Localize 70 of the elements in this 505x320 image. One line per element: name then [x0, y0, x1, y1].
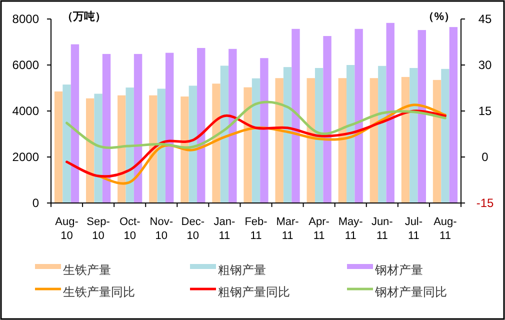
- bar: [323, 36, 332, 203]
- y2-axis-title: （%）: [423, 11, 455, 23]
- legend-label: 钢材产量: [374, 263, 423, 277]
- y-tick-label: 8000: [12, 12, 40, 26]
- bar: [62, 84, 71, 203]
- bar: [378, 66, 386, 203]
- bar: [244, 87, 252, 203]
- bar: [354, 28, 363, 203]
- bar: [180, 96, 189, 203]
- bar: [102, 54, 111, 203]
- bar: [94, 94, 102, 203]
- x-tick-label: Apr-11: [308, 216, 330, 242]
- x-tick-label: Feb-11: [244, 216, 268, 242]
- legend-label: 钢材产量同比: [374, 285, 447, 299]
- bar: [410, 68, 418, 203]
- bar: [252, 78, 260, 203]
- x-tick-label: Aug-11: [434, 216, 458, 242]
- bar: [70, 44, 80, 203]
- bar: [275, 78, 284, 203]
- bar: [220, 66, 229, 203]
- bar: [188, 86, 198, 203]
- bar: [441, 68, 450, 203]
- x-tick-label: Jul-11: [404, 216, 423, 242]
- bar: [86, 98, 94, 203]
- legend-label: 生铁产量同比: [63, 285, 135, 299]
- bar: [212, 84, 220, 203]
- bar: [306, 78, 315, 203]
- x-tick-label: Oct-10: [119, 216, 141, 242]
- bar: [292, 28, 300, 203]
- bar: [149, 95, 158, 203]
- y-axis-title: （万吨）: [62, 10, 106, 23]
- y2-tick-label: 45: [478, 12, 492, 26]
- y2-tick-label: -15: [476, 196, 494, 210]
- bar: [228, 48, 237, 203]
- y2-tick-label: 15: [478, 104, 492, 118]
- legend-label: 粗钢产量: [218, 263, 266, 277]
- y-tick-label: 0: [32, 196, 40, 210]
- x-tick-label: Jun-11: [371, 216, 394, 242]
- y-tick-label: 2000: [12, 150, 40, 164]
- y2-tick-label: 30: [478, 58, 492, 72]
- bar: [157, 88, 166, 203]
- bar: [134, 54, 142, 203]
- x-tick-label: Jan-11: [214, 216, 236, 242]
- bar: [449, 27, 458, 203]
- y-tick-label: 6000: [12, 58, 40, 72]
- bar: [283, 67, 292, 203]
- y2-tick-label: 0: [482, 150, 489, 164]
- bar: [165, 52, 174, 203]
- legend-label: 粗钢产量同比: [218, 285, 290, 299]
- bar: [338, 78, 347, 203]
- x-tick-label: Aug-10: [55, 216, 79, 242]
- bar: [54, 91, 63, 203]
- x-tick-label: Nov-10: [150, 216, 174, 242]
- bar: [197, 48, 206, 203]
- bar: [432, 80, 442, 203]
- bar: [118, 95, 126, 203]
- bar: [346, 65, 355, 203]
- bar: [418, 30, 426, 203]
- legend-label: 生铁产量: [63, 263, 111, 277]
- bar: [401, 76, 410, 203]
- x-tick-label: Dec-10: [181, 216, 205, 242]
- x-tick-label: Sep-10: [86, 216, 110, 242]
- x-tick-label: May-11: [338, 216, 364, 242]
- bar: [260, 58, 268, 203]
- bar: [370, 78, 378, 203]
- bar: [126, 88, 134, 203]
- bar: [386, 22, 394, 203]
- x-tick-label: Mar-11: [276, 216, 300, 242]
- y-tick-label: 4000: [12, 104, 40, 118]
- bar: [314, 68, 324, 203]
